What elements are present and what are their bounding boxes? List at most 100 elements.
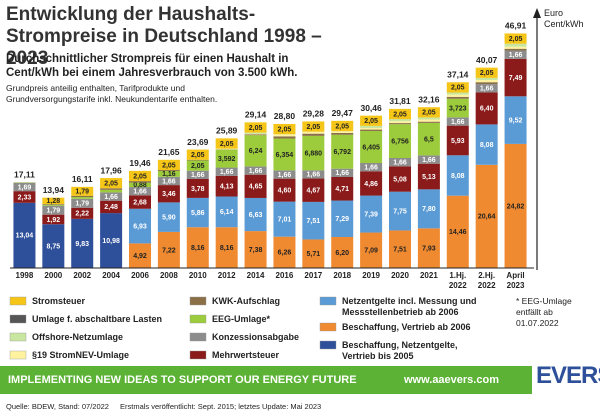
- data-label: 2,05: [335, 123, 349, 130]
- total-label: 37,14: [447, 70, 469, 80]
- data-label: 7,80: [422, 206, 436, 213]
- total-label: 19,46: [129, 158, 151, 168]
- legend-swatch: [9, 296, 27, 306]
- bar-segment: [389, 108, 411, 120]
- x-tick-label: 1.Hj. 2022: [448, 271, 467, 290]
- data-label: 4,60: [278, 187, 292, 194]
- bar-segment: [446, 92, 469, 95]
- bar-segment: [475, 80, 498, 83]
- bar-segment: [244, 132, 267, 134]
- data-label: 7,29: [335, 216, 349, 223]
- bar-segment: [417, 228, 440, 268]
- data-label: 1,66: [509, 52, 523, 59]
- data-label: 8,16: [220, 245, 234, 252]
- data-label: 10,98: [102, 238, 120, 245]
- data-label: 7,22: [162, 247, 176, 254]
- x-tick-label: 2004: [102, 271, 120, 280]
- data-label: 24,82: [507, 203, 525, 210]
- bar-segment: [389, 191, 411, 231]
- data-label: 6,880: [305, 150, 323, 157]
- total-label: 21,65: [158, 147, 180, 157]
- bar-segment: [273, 123, 296, 135]
- total-label: 17,96: [100, 165, 122, 175]
- footnote: * EEG-Umlage entfällt ab 01.07.2022: [516, 296, 572, 328]
- bar-segment: [475, 164, 498, 268]
- bar-segment: [42, 204, 65, 205]
- data-label: 2,22: [75, 211, 89, 218]
- data-label: 7,75: [393, 208, 407, 215]
- data-label: 5,08: [393, 176, 407, 183]
- data-label: 5,90: [162, 214, 176, 221]
- bar-segment: [129, 182, 151, 188]
- data-label: 1,69: [18, 184, 32, 191]
- bar-segment: [157, 202, 180, 232]
- bar-segment: [417, 163, 440, 190]
- total-label: 29,14: [245, 110, 267, 120]
- data-label: 4,92: [133, 253, 147, 260]
- data-label: 2,68: [133, 199, 147, 206]
- bar-segment: [13, 182, 36, 192]
- bar-segment: [71, 197, 94, 199]
- bar-segment: [504, 43, 527, 47]
- chart-title: Entwicklung der Haushalts-Strompreise in…: [6, 4, 322, 69]
- bar-segment: [417, 119, 440, 122]
- total-label: 28,80: [274, 111, 296, 121]
- bar-segment: [331, 134, 354, 169]
- data-label: 4,13: [220, 184, 234, 191]
- bar-segment: [302, 121, 325, 132]
- legend-label: Offshore-Netzumlage: [32, 332, 124, 342]
- data-label: 1,66: [307, 172, 321, 179]
- total-label: 30,46: [360, 103, 382, 113]
- total-label: 29,47: [332, 108, 354, 118]
- legend-label: EEG-Umlage*: [212, 314, 271, 324]
- bar-segment: [302, 170, 325, 179]
- bar-segment: [446, 155, 469, 196]
- data-label: 1,79: [75, 189, 89, 196]
- bar-segment: [475, 84, 498, 93]
- data-label: 1,66: [364, 164, 378, 171]
- bar-segment: [360, 125, 383, 129]
- data-label: 6,14: [220, 209, 234, 216]
- bar-segment: [302, 239, 325, 268]
- bar-segment: [244, 231, 267, 268]
- bar-segment: [42, 214, 65, 225]
- bar-segment: [360, 171, 383, 196]
- bar-segment: [186, 170, 209, 179]
- url[interactable]: www.aaevers.com: [404, 374, 499, 386]
- x-tick-label: April 2023: [506, 271, 525, 290]
- x-tick-label: 2021: [419, 271, 438, 280]
- data-label: 6,405: [362, 144, 380, 151]
- data-label: 7,49: [509, 75, 523, 82]
- data-label: 1,66: [104, 194, 118, 201]
- bar-segment: [389, 121, 411, 124]
- data-label: 1,66: [480, 86, 494, 93]
- bar-segment: [417, 117, 440, 120]
- data-label: 2,05: [393, 111, 407, 118]
- total-label: 32,16: [418, 94, 440, 104]
- bar-segment: [13, 202, 36, 268]
- bar-segment: [71, 195, 94, 198]
- bar-segment: [273, 138, 296, 171]
- total-label: 25,89: [216, 126, 238, 136]
- data-label: 7,09: [364, 248, 378, 255]
- bar-segment: [42, 197, 65, 205]
- bar-segment: [215, 196, 238, 228]
- logo: EVERS: [536, 362, 600, 389]
- data-label: 1,66: [162, 178, 176, 185]
- data-label: 2,05: [364, 118, 378, 125]
- data-label: 8,16: [191, 245, 205, 252]
- legend-swatch: [9, 314, 27, 324]
- data-label: 1,92: [47, 217, 61, 224]
- bar-segment: [302, 178, 325, 202]
- bar-segment: [417, 107, 440, 118]
- bar-segment: [129, 195, 151, 209]
- x-tick-label: 2018: [333, 271, 352, 280]
- data-label: 4,86: [364, 181, 378, 188]
- x-tick-label: 2006: [131, 271, 149, 280]
- data-label: 2,05: [480, 70, 494, 77]
- legend-swatch: [189, 296, 207, 306]
- legend-label: Beschaffung, Vertrieb ab 2006: [342, 322, 471, 332]
- data-label: 7,39: [364, 211, 378, 218]
- data-label: 2,05: [509, 36, 523, 43]
